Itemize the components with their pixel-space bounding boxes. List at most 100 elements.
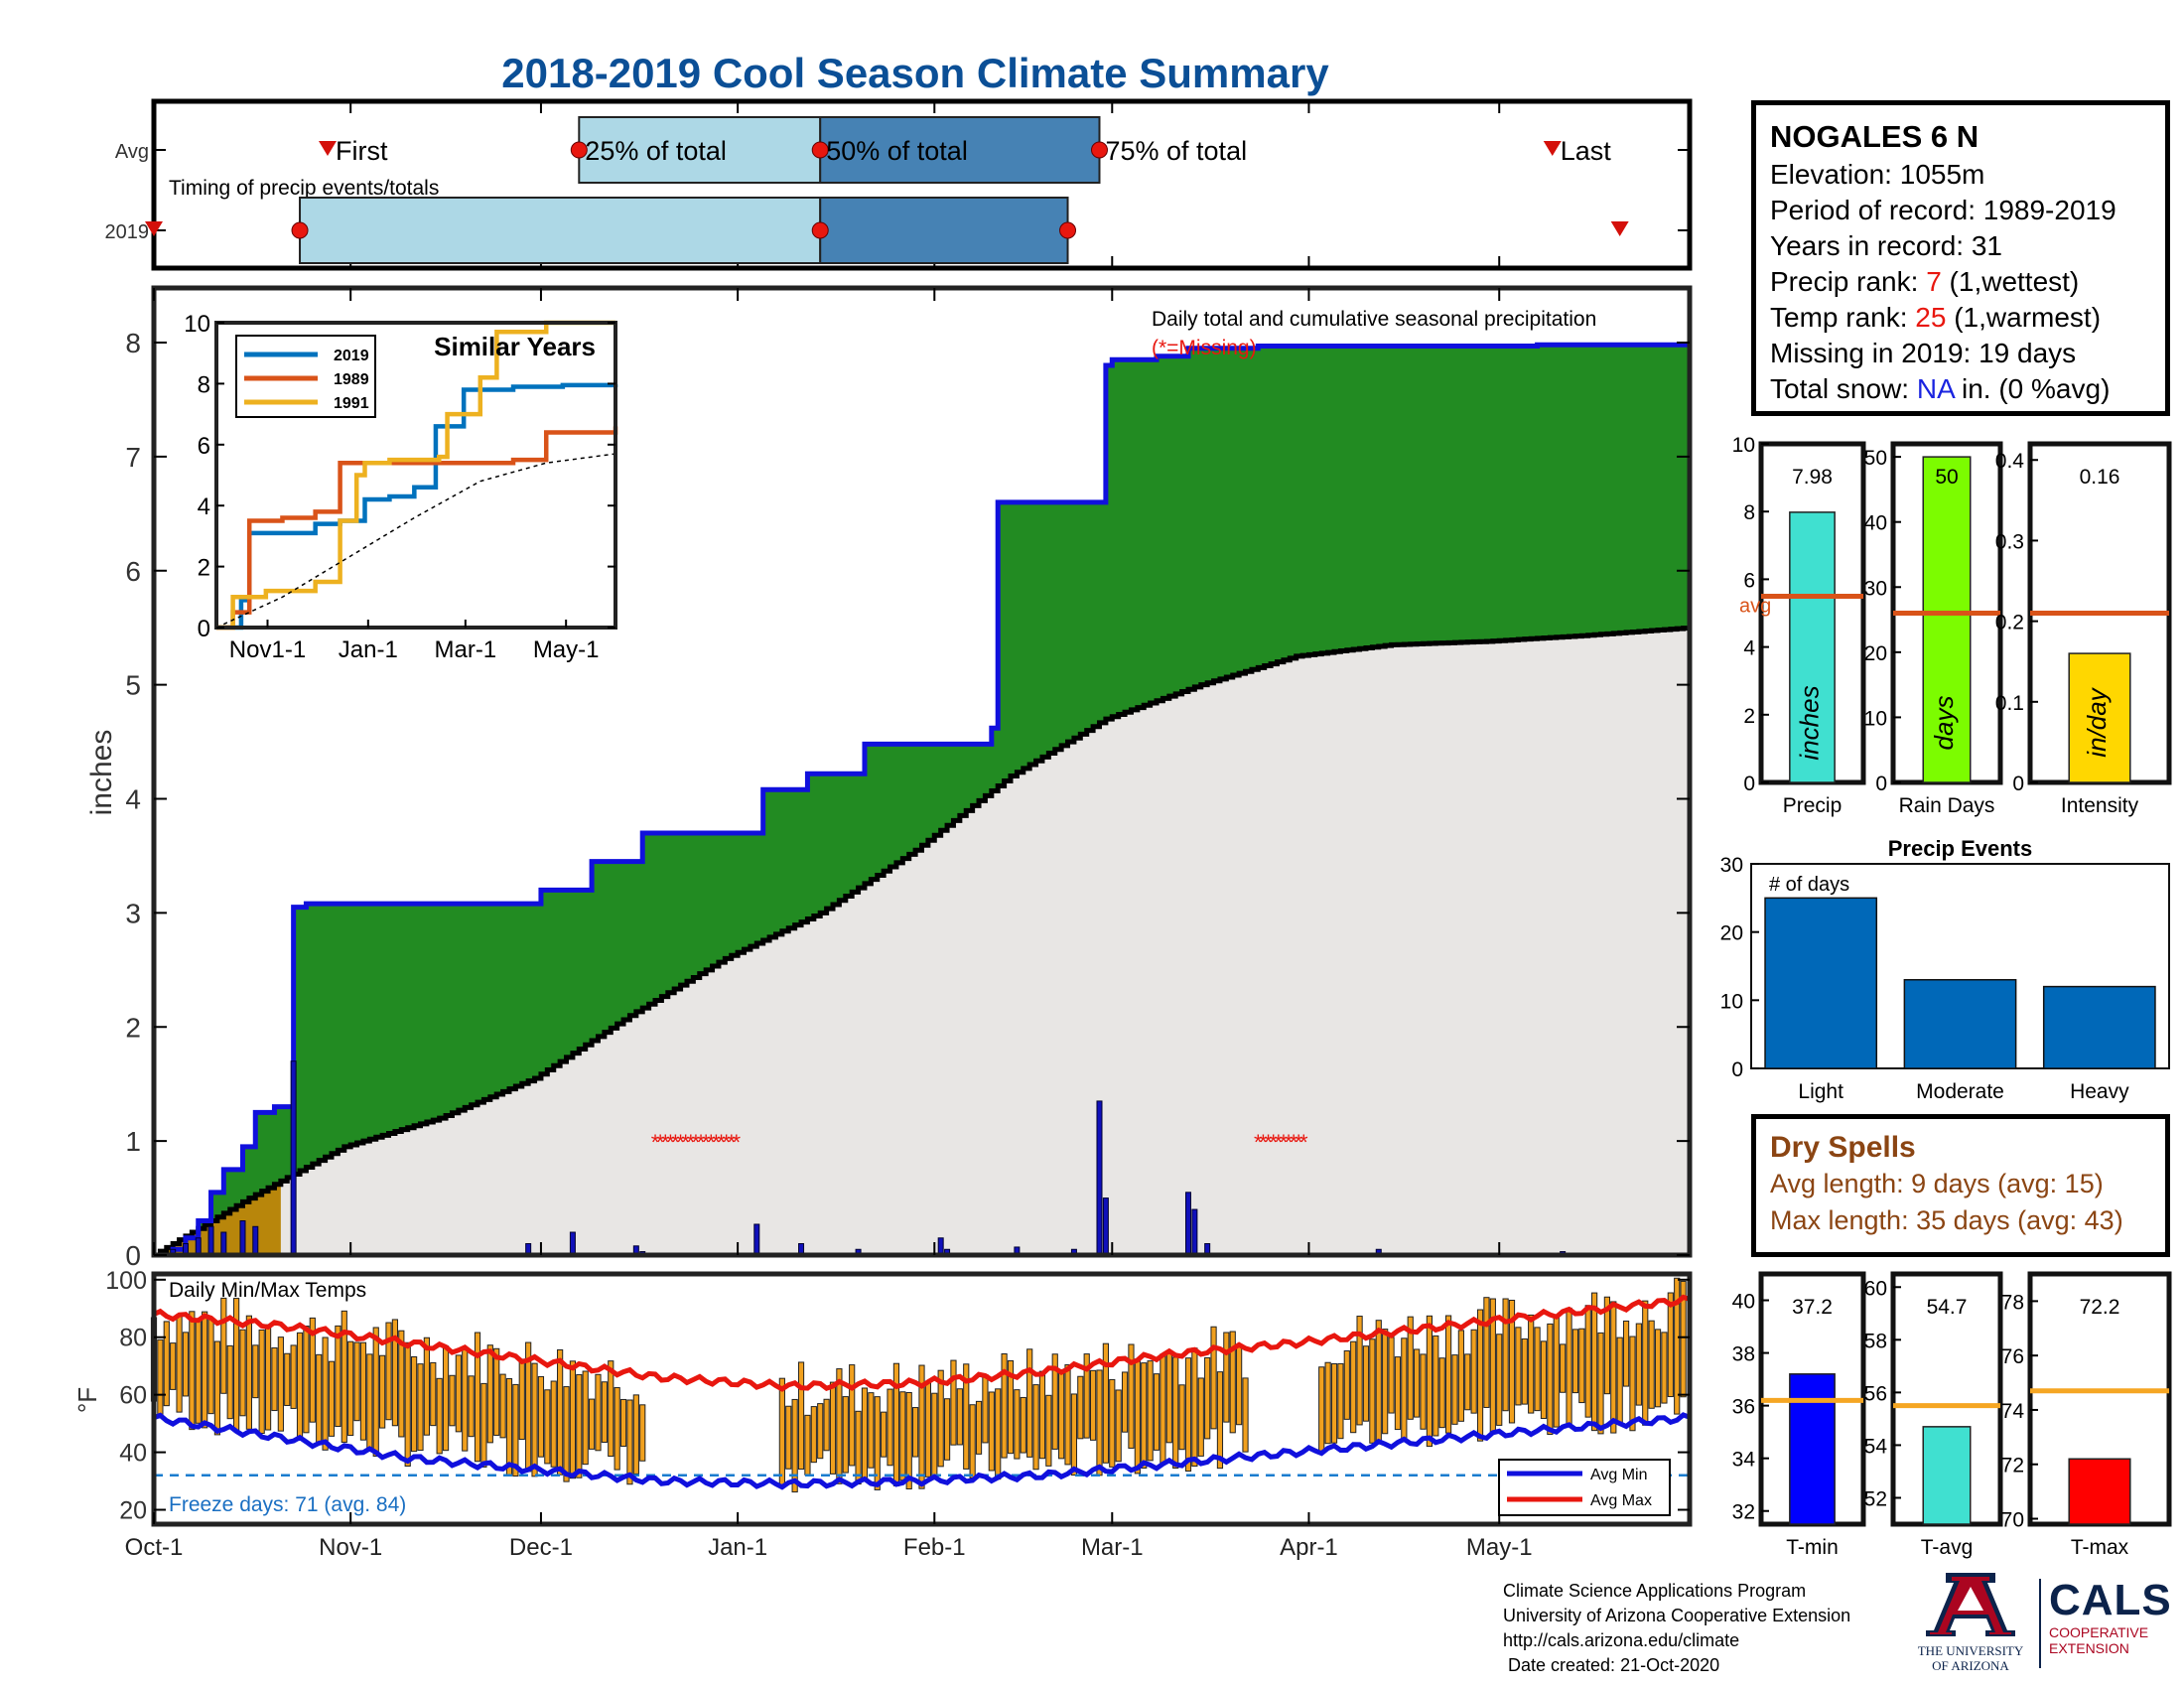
inset-y-tick-label: 6 [198, 433, 210, 460]
timing-quartile-box [578, 116, 822, 184]
daily-temp-bar [1160, 1353, 1166, 1465]
daily-temp-bar [385, 1322, 392, 1421]
mini-chart-avg-label: avg [1739, 595, 1771, 617]
events-chart-annotation: # of days [1769, 874, 1849, 896]
daily-temp-bar [912, 1407, 919, 1458]
daily-temp-bar [1591, 1292, 1598, 1432]
daily-temp-bar [1654, 1329, 1662, 1408]
daily-temp-bar [379, 1354, 386, 1429]
daily-temp-bar [1229, 1331, 1236, 1434]
timing-marker-label: 25% of total [585, 136, 727, 166]
daily-temp-bar [372, 1327, 379, 1457]
daily-temp-bar [226, 1344, 233, 1420]
mini-y-tick-label: 76 [2001, 1345, 2024, 1368]
missing-marker: * [1295, 1130, 1303, 1155]
mini-y-tick-label: 74 [2001, 1400, 2025, 1423]
daily-temp-bar [1197, 1377, 1204, 1457]
daily-temp-bar [1343, 1349, 1350, 1420]
events-chart-category: Heavy [2070, 1080, 2129, 1103]
mini-chart-value: 54.7 [1927, 1296, 1968, 1319]
daily-temp-bar [220, 1297, 227, 1394]
temps-legend-box [1498, 1459, 1671, 1516]
daily-temp-bar [480, 1382, 487, 1468]
y-tick-label: 1 [125, 1126, 141, 1157]
daily-temp-bar [462, 1347, 469, 1452]
daily-temp-bar [632, 1394, 639, 1475]
daily-temp-bar [316, 1353, 323, 1444]
daily-temp-bar [1515, 1327, 1522, 1406]
daily-temp-bar [982, 1373, 989, 1444]
mini-y-tick-label: 34 [1732, 1449, 1756, 1472]
temps-y-tick-label: 60 [119, 1382, 147, 1410]
daily-temp-bar [436, 1377, 443, 1455]
daily-temp-bar [1001, 1353, 1008, 1459]
daily-temp-bar [849, 1364, 856, 1467]
daily-temp-bar [1318, 1366, 1325, 1454]
events-y-tick-label: 0 [1731, 1058, 1743, 1081]
daily-temp-bar [518, 1358, 525, 1441]
missing-marker: * [676, 1130, 685, 1155]
daily-temp-bar [785, 1405, 792, 1470]
temps-y-axis-label: °F [72, 1387, 102, 1413]
daily-precip-bar [1184, 1192, 1191, 1256]
page-title: 2018-2019 Cool Season Climate Summary [501, 50, 1329, 96]
mini-y-tick-label: 36 [1732, 1396, 1755, 1419]
daily-temp-bar [1597, 1332, 1604, 1435]
daily-temp-bar [829, 1381, 837, 1475]
station-info-box: NOGALES 6 N Elevation: 1055m Period of r… [1751, 100, 2170, 416]
temp-rank: Temp rank: 25 (1,warmest) [1770, 300, 2151, 336]
daily-temp-bar [341, 1310, 347, 1443]
inset-x-tick-label: Nov1-1 [229, 636, 306, 663]
daily-temp-bar [417, 1363, 424, 1452]
timing-first-label: First [336, 136, 388, 166]
y-tick-label: 0 [125, 1240, 141, 1271]
timing-marker [811, 221, 829, 239]
daily-temp-bar [576, 1373, 583, 1478]
missing-marker: * [1259, 1130, 1268, 1155]
missing-marker: * [1274, 1130, 1283, 1155]
daily-temp-bar [931, 1392, 938, 1479]
daily-temp-bar [1426, 1315, 1433, 1448]
mini-y-tick-label: 50 [1864, 447, 1887, 470]
cals-sub2: EXTENSION [2049, 1640, 2129, 1656]
mini-y-tick-label: 58 [1864, 1330, 1887, 1352]
daily-temp-bar [531, 1362, 538, 1477]
inset-x-tick-label: Jan-1 [339, 636, 398, 663]
daily-temp-bar [163, 1321, 170, 1407]
timing-quartile-box [299, 197, 822, 264]
daily-temp-bar [1236, 1346, 1243, 1426]
mini-chart-bar [1789, 1373, 1836, 1525]
daily-temp-bar [1528, 1314, 1535, 1414]
missing-marker: * [1280, 1130, 1289, 1155]
temps-y-tick-label: 40 [119, 1440, 147, 1468]
x-tick-label: Feb-1 [903, 1534, 966, 1561]
mini-y-tick-label: 0 [2012, 773, 2024, 795]
daily-temp-bar [1642, 1300, 1649, 1426]
daily-temp-bar [1622, 1320, 1630, 1387]
dry-spells-title: Dry Spells [1770, 1131, 1916, 1164]
daily-temp-bar [505, 1378, 513, 1476]
daily-temp-bar [1401, 1337, 1408, 1443]
mini-y-tick-label: 40 [1732, 1291, 1755, 1314]
avg-min-line [153, 1412, 1691, 1490]
daily-temp-bar [861, 1387, 869, 1480]
daily-temp-bar [868, 1392, 875, 1469]
missing-marker: * [1285, 1130, 1294, 1155]
daily-precip-bar [195, 1237, 202, 1256]
daily-temp-bar [778, 1377, 785, 1486]
daily-temp-bar [1547, 1323, 1554, 1435]
daily-temp-bar [1324, 1361, 1331, 1445]
inset-y-tick-label: 2 [198, 555, 210, 582]
dry-spells-box: Dry Spells Avg length: 9 days (avg: 15) … [1751, 1114, 2170, 1257]
timing-row-label: Avg [115, 141, 149, 163]
daily-precip-bar [252, 1225, 259, 1256]
daily-temp-bar [1496, 1334, 1503, 1426]
similar-year-line-1991 [216, 320, 615, 631]
daily-temp-bar [1216, 1371, 1224, 1470]
daily-temp-bar [1045, 1394, 1052, 1467]
daily-temp-bar [1356, 1316, 1363, 1426]
mini-chart-bar [1922, 1426, 1972, 1525]
daily-temp-bar [474, 1332, 481, 1463]
avg-cumulative-line [154, 626, 1693, 1258]
